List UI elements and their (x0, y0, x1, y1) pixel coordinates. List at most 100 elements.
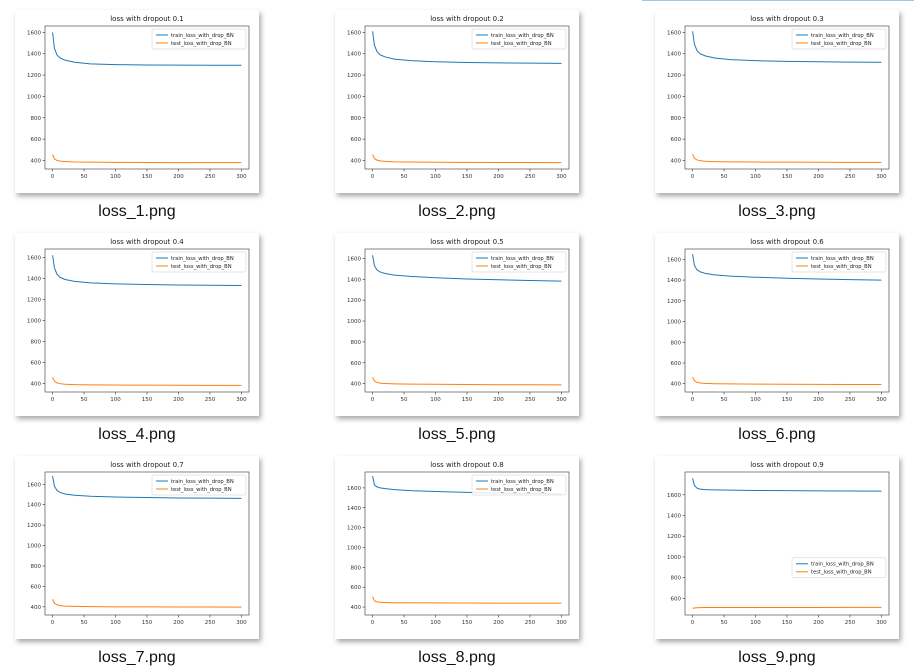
file-item[interactable]: loss with dropout 0.8 0 50 100 150 200 250 300 4… (335, 456, 585, 666)
file-name-label[interactable]: loss_4.png (98, 426, 176, 443)
legend-label: train_loss_with_drop_BN (491, 256, 554, 262)
y-tick-label: 800 (351, 340, 362, 346)
file-thumbnail[interactable]: loss with dropout 0.4 0 50 100 150 200 250 300 4… (15, 233, 259, 416)
file-item[interactable]: loss with dropout 0.2 0 50 100 150 200 250 300 4… (335, 10, 585, 220)
legend-label: train_loss_with_drop_BN (811, 562, 874, 568)
y-tick-label: 400 (671, 382, 682, 388)
chart-title: loss with dropout 0.7 (110, 461, 184, 469)
y-tick-label: 800 (351, 565, 362, 571)
loss-chart: loss with dropout 0.2 0 50 100 150 200 250 300 4… (347, 15, 570, 180)
legend-label: test_loss_with_drop_BN (171, 264, 232, 270)
chart-legend: train_loss_with_drop_BN test_loss_with_dr… (151, 474, 247, 496)
file-name-label[interactable]: loss_3.png (738, 203, 816, 220)
chart-title: loss with dropout 0.6 (750, 238, 824, 246)
train-loss-line (372, 31, 562, 64)
y-tick-label: 1400 (27, 276, 41, 282)
y-tick-label: 1000 (667, 94, 681, 100)
x-tick-label: 300 (236, 620, 247, 626)
y-tick-label: 1200 (667, 534, 681, 540)
y-tick-label: 1400 (27, 52, 41, 58)
legend-label: train_loss_with_drop_BN (491, 33, 554, 39)
x-tick-label: 150 (462, 620, 473, 626)
y-tick-label: 400 (31, 158, 42, 164)
x-tick-label: 200 (493, 174, 504, 180)
y-tick-label: 1000 (27, 94, 41, 100)
file-name-label[interactable]: loss_7.png (98, 649, 176, 666)
y-tick-label: 600 (31, 137, 42, 143)
test-loss-line (372, 154, 562, 164)
file-name-label[interactable]: loss_2.png (418, 203, 496, 220)
y-tick-label: 1200 (347, 526, 361, 532)
file-item[interactable]: loss with dropout 0.9 0 50 100 150 200 250 300 6… (655, 456, 905, 666)
x-tick-label: 100 (430, 397, 441, 403)
file-thumbnail[interactable]: loss with dropout 0.8 0 50 100 150 200 250 300 4… (335, 456, 579, 639)
test-loss-line (692, 154, 882, 163)
y-tick-label: 1000 (347, 319, 361, 325)
x-tick-label: 250 (845, 397, 856, 403)
y-tick-label: 1600 (667, 30, 681, 36)
file-name-label[interactable]: loss_9.png (738, 649, 816, 666)
y-tick-label: 600 (351, 585, 362, 591)
legend-label: train_loss_with_drop_BN (171, 256, 234, 262)
y-tick-label: 800 (351, 116, 362, 122)
x-tick-label: 100 (110, 397, 121, 403)
y-tick-label: 600 (671, 596, 682, 602)
file-thumbnail[interactable]: loss with dropout 0.7 0 50 100 150 200 250 300 4… (15, 456, 259, 639)
y-tick-label: 1200 (27, 523, 41, 529)
file-item[interactable]: loss with dropout 0.4 0 50 100 150 200 250 300 4… (15, 233, 265, 443)
x-tick-label: 150 (142, 397, 153, 403)
test-loss-line (52, 154, 242, 164)
y-tick-label: 800 (31, 340, 42, 346)
legend-label: train_loss_with_drop_BN (171, 479, 234, 485)
file-thumbnail[interactable]: loss with dropout 0.9 0 50 100 150 200 250 300 6… (655, 456, 899, 639)
y-tick-label: 1600 (347, 256, 361, 262)
x-tick-label: 300 (876, 397, 887, 403)
y-tick-label: 1400 (667, 52, 681, 58)
y-tick-label: 600 (31, 584, 42, 590)
y-tick-label: 800 (671, 116, 682, 122)
y-tick-label: 800 (31, 116, 42, 122)
chart-title: loss with dropout 0.1 (110, 15, 184, 23)
file-item[interactable]: loss with dropout 0.5 0 50 100 150 200 250 300 4… (335, 233, 585, 443)
chart-title: loss with dropout 0.4 (110, 238, 184, 246)
x-tick-label: 250 (525, 397, 536, 403)
x-tick-label: 200 (813, 620, 824, 626)
x-tick-label: 50 (401, 174, 408, 180)
selection-highlight (642, 0, 914, 1)
loss-chart: loss with dropout 0.5 0 50 100 150 200 250 300 4… (347, 238, 570, 403)
file-thumbnail[interactable]: loss with dropout 0.3 0 50 100 150 200 250 300 4… (655, 10, 899, 193)
file-item[interactable]: loss with dropout 0.7 0 50 100 150 200 250 300 4… (15, 456, 265, 666)
file-thumbnail[interactable]: loss with dropout 0.1 0 50 100 150 200 250 300 4… (15, 10, 259, 193)
test-loss-line (692, 376, 882, 386)
file-item[interactable]: loss with dropout 0.1 0 50 100 150 200 250 300 4… (15, 10, 265, 220)
file-thumbnail[interactable]: loss with dropout 0.6 0 50 100 150 200 250 300 4… (655, 233, 899, 416)
y-tick-label: 1600 (27, 30, 41, 36)
x-tick-label: 100 (430, 620, 441, 626)
file-name-label[interactable]: loss_1.png (98, 203, 176, 220)
x-tick-label: 100 (430, 174, 441, 180)
file-thumbnail[interactable]: loss with dropout 0.5 0 50 100 150 200 250 300 4… (335, 233, 579, 416)
test-loss-line (52, 598, 242, 608)
train-loss-line (692, 478, 882, 492)
x-tick-label: 50 (81, 620, 88, 626)
y-tick-label: 1000 (27, 544, 41, 550)
train-loss-line (372, 255, 562, 282)
file-name-label[interactable]: loss_5.png (418, 426, 496, 443)
x-tick-label: 150 (142, 620, 153, 626)
file-name-label[interactable]: loss_6.png (738, 426, 816, 443)
file-thumbnail[interactable]: loss with dropout 0.2 0 50 100 150 200 250 300 4… (335, 10, 579, 193)
chart-legend: train_loss_with_drop_BN test_loss_with_dr… (791, 28, 887, 50)
file-item[interactable]: loss with dropout 0.3 0 50 100 150 200 250 300 4… (655, 10, 905, 220)
x-tick-label: 200 (493, 620, 504, 626)
file-item[interactable]: loss with dropout 0.6 0 50 100 150 200 250 300 4… (655, 233, 905, 443)
y-tick-label: 1600 (27, 482, 41, 488)
train-loss-line (52, 32, 242, 66)
x-tick-label: 150 (462, 174, 473, 180)
legend-label: test_loss_with_drop_BN (171, 487, 232, 493)
x-tick-label: 50 (401, 397, 408, 403)
y-tick-label: 800 (671, 576, 682, 582)
file-name-label[interactable]: loss_8.png (418, 649, 496, 666)
legend-label: train_loss_with_drop_BN (491, 479, 554, 485)
y-tick-label: 400 (31, 605, 42, 611)
